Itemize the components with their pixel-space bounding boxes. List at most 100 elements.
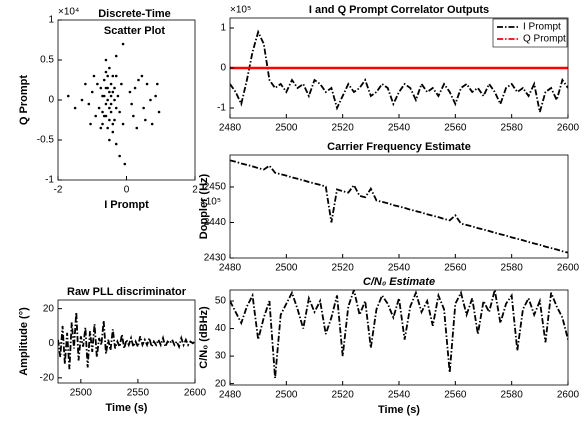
x-tick-label: 2480 [219, 263, 242, 274]
scatter-point [135, 126, 139, 130]
x-tick-label: 2600 [557, 123, 580, 134]
scatter-point [114, 54, 118, 58]
scatter-point [156, 82, 159, 86]
x-tick-label: 2580 [501, 123, 524, 134]
y-tick-label: 40 [215, 323, 227, 334]
chart-title: I and Q Prompt Correlator Outputs [309, 4, 489, 16]
scatter-point [109, 94, 113, 98]
scatter-point [84, 82, 87, 86]
scatter-point [104, 70, 108, 74]
axes-box [229, 289, 569, 386]
x-tick-label: 0 [124, 185, 130, 196]
x-tick-label: 2580 [501, 390, 524, 401]
scatter-point [109, 82, 113, 86]
scatter-point [121, 122, 125, 126]
x-tick-label: 2600 [184, 388, 207, 399]
scatter-point [123, 162, 127, 166]
scatter-point [96, 82, 99, 86]
scatter-point [102, 94, 106, 98]
series-line [58, 312, 195, 370]
legend-label: Q Prompt [523, 34, 566, 45]
scatter-point [133, 86, 137, 90]
scatter-point [106, 98, 109, 102]
subplot: 2480 2500 2520 2540 2560 2580 2600 -1 0 1 I and Q … [217, 4, 579, 134]
scatter-point [114, 74, 118, 78]
y-tick-label: -0.5 [37, 135, 55, 146]
y-tick-label: 2450 [204, 182, 227, 193]
scatter-point [109, 110, 113, 114]
scatter-point [108, 118, 111, 122]
x-tick-label: 2560 [444, 123, 467, 134]
y-tick-label: -1 [217, 103, 226, 114]
axes-box [229, 17, 569, 119]
scatter-point [108, 106, 111, 110]
scatter-point [111, 130, 115, 134]
scatter-point [101, 122, 104, 126]
x-tick-label: 2520 [332, 390, 355, 401]
x-tick-label: 2540 [388, 263, 411, 274]
scatter-point [111, 90, 115, 94]
subplot: 2500 2550 2600 -20 0 20 Raw PLL discriminator T… [18, 286, 207, 414]
x-tick-label: 2600 [557, 390, 580, 401]
plot-area [66, 42, 161, 166]
scatter-point [89, 122, 92, 126]
scatter-point [111, 122, 115, 126]
series-line [230, 290, 568, 379]
y-axis-label: Doppler (Hz) [198, 173, 210, 239]
y-tick-label: 20 [215, 378, 227, 389]
scatter-point [104, 102, 108, 106]
x-tick-label: 2540 [388, 123, 411, 134]
y-tick-label: 0 [48, 95, 54, 106]
y-axis-label: Amplitude (°) [18, 307, 30, 376]
y-multiplier: ×10⁵ [230, 5, 251, 16]
y-axis-label: C/N₀ (dBHz) [198, 306, 210, 369]
scatter-point [94, 114, 97, 118]
scatter-point [130, 102, 133, 106]
y-tick-label: 0 [48, 338, 54, 349]
subplot: 2480 2500 2520 2540 2560 2580 2600 2430 2440 2450… [198, 141, 580, 274]
x-tick-label: 2540 [388, 390, 411, 401]
axes-box [229, 154, 569, 259]
scatter-point [144, 118, 147, 122]
scatter-point [145, 82, 149, 86]
scatter-point [106, 74, 109, 78]
scatter-point [114, 106, 118, 110]
scatter-point [113, 118, 116, 122]
scatter-point [116, 94, 120, 98]
x-tick-label: 2500 [70, 388, 93, 399]
scatter-point [109, 102, 113, 106]
scatter-point [102, 78, 106, 82]
y-tick-label: 1 [48, 15, 54, 26]
y-multiplier: ×10⁴ [58, 7, 79, 18]
y-tick-label: 1 [220, 23, 226, 34]
plot-area [230, 159, 568, 254]
scatter-point [97, 106, 101, 110]
y-tick-label: 0.5 [40, 55, 54, 66]
chart-title: Raw PLL discriminator [67, 286, 187, 298]
y-tick-label: 30 [215, 351, 227, 362]
scatter-point [106, 86, 109, 90]
scatter-point [120, 82, 123, 86]
subplot: -2 0 2 -1 -0.5 0 0.5 1 Discrete-Time Scatter Plot… [18, 7, 221, 211]
scatter-point [121, 42, 125, 46]
scatter-point [108, 66, 111, 70]
scatter-point [118, 110, 121, 114]
scatter-point [87, 102, 91, 106]
scatter-point [137, 78, 140, 82]
x-tick-label: 2 [192, 185, 198, 196]
y-tick-label: 2430 [204, 253, 227, 264]
scatter-point [108, 138, 111, 142]
scatter-point [73, 106, 77, 110]
x-tick-label: 2560 [444, 390, 467, 401]
legend-label: I Prompt [523, 22, 561, 33]
series-line [230, 159, 568, 254]
scatter-point [142, 106, 145, 110]
plot-area [230, 29, 568, 113]
scatter-point [132, 114, 135, 118]
x-tick-label: 2500 [275, 123, 298, 134]
x-tick-label: 2560 [444, 263, 467, 274]
scatter-point [140, 74, 144, 78]
y-tick-label: -20 [40, 372, 55, 383]
scatter-point [106, 126, 109, 130]
legend-box [492, 18, 568, 48]
